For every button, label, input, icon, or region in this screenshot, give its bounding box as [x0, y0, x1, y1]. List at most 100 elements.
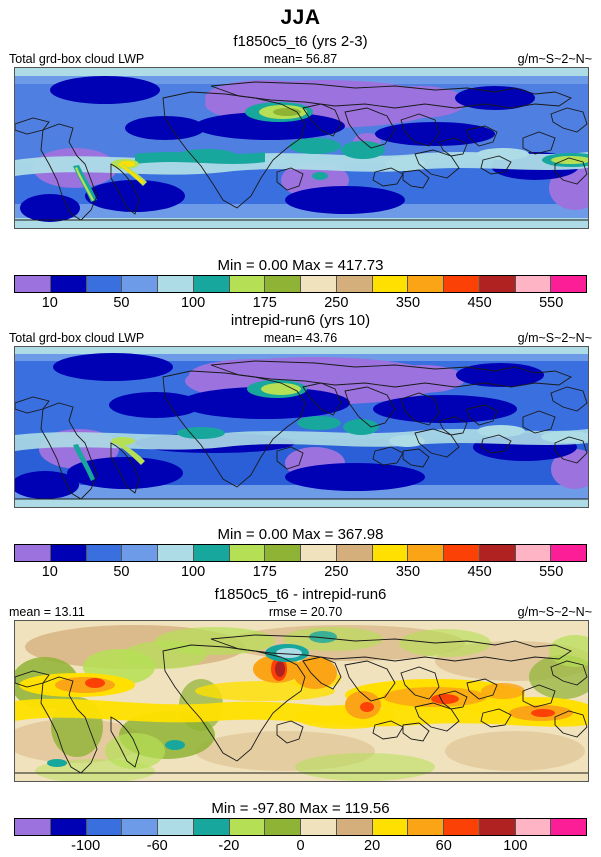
colorbar-cell — [551, 819, 586, 835]
colorbar-diff-strip[interactable] — [14, 818, 587, 836]
colorbar-cell — [444, 819, 480, 835]
panel-middle-mean-label: mean= 43.76 — [263, 331, 338, 345]
colorbar-tick-label: 50 — [113, 295, 130, 311]
panel-top-title: f1850c5_t6 (yrs 2-3) — [233, 33, 368, 50]
colorbar-tick-label: 175 — [252, 564, 277, 580]
colorbar-tick-label: 100 — [180, 564, 206, 580]
colorbar-tick-label: 350 — [395, 564, 421, 580]
colorbar-cell — [301, 545, 337, 561]
colorbar-tick-label: -100 — [71, 838, 101, 854]
colorbar-diff-minmax: Min = -97.80 Max = 119.56 — [211, 800, 390, 817]
colorbar-cell — [50, 276, 87, 292]
colorbar-cell — [372, 819, 409, 835]
panel-diff-title: f1850c5_t6 - intrepid-run6 — [214, 586, 387, 603]
colorbar-tick-label: 60 — [435, 838, 452, 854]
colorbar-cell — [158, 276, 194, 292]
map-middle — [14, 346, 589, 508]
colorbar-cell — [408, 819, 444, 835]
colorbar-cell — [122, 276, 158, 292]
colorbar-top-minmax: Min = 0.00 Max = 417.73 — [217, 257, 384, 274]
panel-middle: intrepid-run6 (yrs 10) Total grd-box clo… — [0, 312, 601, 508]
colorbar-top-strip[interactable] — [14, 275, 587, 293]
panel-diff-annotations: mean = 13.11 rmse = 20.70 g/m~S~2~N~ — [0, 604, 601, 620]
colorbar-cell — [515, 819, 552, 835]
colorbar-tick-label: 175 — [252, 295, 277, 311]
colorbar-tick-label: 0 — [296, 838, 305, 854]
colorbar-tick-label: 450 — [467, 564, 492, 580]
colorbar-cell — [15, 545, 51, 561]
map-diff — [14, 620, 589, 782]
colorbar-middle-strip[interactable] — [14, 544, 587, 562]
panel-diff-mean-label: mean = 13.11 — [9, 605, 85, 619]
panel-middle-annotations: Total grd-box cloud LWP mean= 43.76 g/m~… — [0, 330, 601, 346]
colorbar-tick-label: 50 — [113, 564, 130, 580]
colorbar-tick-label: 10 — [41, 295, 58, 311]
panel-diff: f1850c5_t6 - intrepid-run6 mean = 13.11 … — [0, 586, 601, 782]
colorbar-cell — [551, 276, 586, 292]
panel-top-mean-label: mean= 56.87 — [263, 52, 338, 66]
colorbar-cell — [229, 276, 266, 292]
panel-top: f1850c5_t6 (yrs 2-3) Total grd-box cloud… — [0, 33, 601, 229]
colorbar-tick-label: 10 — [41, 564, 58, 580]
panel-middle-units-label: g/m~S~2~N~ — [517, 331, 592, 345]
colorbar-middle: Min = 0.00 Max = 367.98 10 50 100 175 250 350… — [0, 525, 601, 582]
colorbar-cell — [50, 545, 87, 561]
colorbar-cell — [515, 545, 552, 561]
colorbar-cell — [86, 545, 123, 561]
colorbar-cell — [515, 276, 552, 292]
panel-top-units-label: g/m~S~2~N~ — [517, 52, 592, 66]
colorbar-cell — [229, 545, 266, 561]
map-top-svg — [15, 68, 588, 228]
colorbar-cell — [444, 545, 480, 561]
colorbar-diff: Min = -97.80 Max = 119.56 -100 -60 -20 0 20 6… — [0, 799, 601, 856]
colorbar-tick-label: 250 — [324, 564, 349, 580]
colorbar-cell — [336, 819, 373, 835]
colorbar-cell — [479, 276, 516, 292]
colorbar-tick-label: -20 — [218, 838, 240, 854]
panel-middle-title: intrepid-run6 (yrs 10) — [230, 312, 371, 329]
colorbar-cell — [86, 819, 123, 835]
colorbar-cell — [479, 819, 516, 835]
colorbar-cell — [122, 819, 158, 835]
colorbar-tick-label: 100 — [180, 295, 206, 311]
colorbar-tick-label: 20 — [364, 838, 381, 854]
colorbar-cell — [336, 276, 373, 292]
colorbar-tick-label: 450 — [467, 295, 492, 311]
colorbar-middle-minmax: Min = 0.00 Max = 367.98 — [217, 526, 384, 543]
colorbar-cell — [193, 276, 230, 292]
colorbar-cell — [158, 545, 194, 561]
colorbar-cell — [122, 545, 158, 561]
colorbar-top: Min = 0.00 Max = 417.73 10 50 100 175 250 350… — [0, 256, 601, 313]
colorbar-middle-labels: 10 50 100 175 250 350 450 550 — [14, 562, 587, 582]
colorbar-cell — [265, 276, 301, 292]
colorbar-cell — [15, 276, 51, 292]
colorbar-cell — [301, 276, 337, 292]
colorbar-cell — [551, 545, 586, 561]
panel-middle-variable-label: Total grd-box cloud LWP — [9, 331, 145, 345]
colorbar-cell — [301, 819, 337, 835]
colorbar-tick-label: 100 — [503, 838, 528, 854]
colorbar-cell — [15, 819, 51, 835]
panel-top-variable-label: Total grd-box cloud LWP — [9, 52, 145, 66]
colorbar-cell — [158, 819, 194, 835]
map-diff-svg — [15, 621, 588, 781]
panel-diff-units-label: g/m~S~2~N~ — [517, 605, 592, 619]
colorbar-cell — [193, 545, 230, 561]
colorbar-diff-labels: -100 -60 -20 0 20 60 100 — [14, 836, 587, 856]
colorbar-cell — [50, 819, 87, 835]
panel-diff-rmse-label: rmse = 20.70 — [268, 605, 343, 619]
colorbar-cell — [408, 276, 444, 292]
colorbar-cell — [229, 819, 266, 835]
colorbar-cell — [193, 819, 230, 835]
colorbar-cell — [265, 545, 301, 561]
colorbar-cell — [336, 545, 373, 561]
colorbar-cell — [408, 545, 444, 561]
colorbar-cell — [479, 545, 516, 561]
colorbar-cell — [372, 545, 409, 561]
colorbar-tick-label: 250 — [324, 295, 349, 311]
colorbar-tick-label: 550 — [539, 295, 564, 311]
colorbar-top-labels: 10 50 100 175 250 350 450 550 — [14, 293, 587, 313]
panel-top-annotations: Total grd-box cloud LWP mean= 56.87 g/m~… — [0, 51, 601, 67]
colorbar-cell — [265, 819, 301, 835]
